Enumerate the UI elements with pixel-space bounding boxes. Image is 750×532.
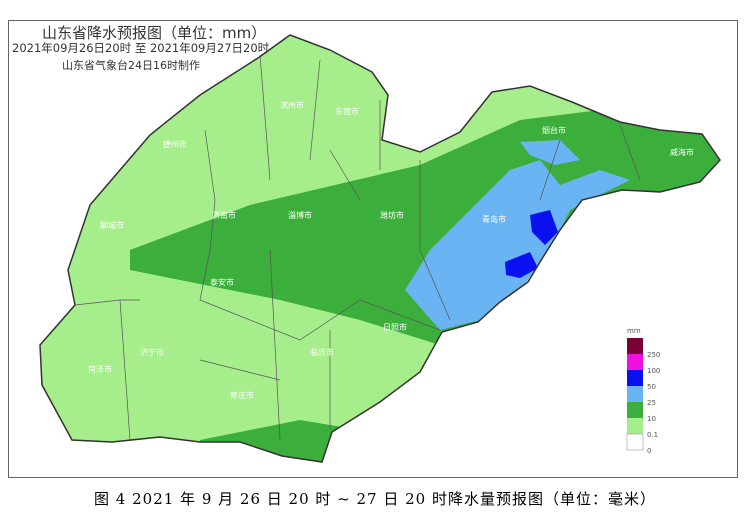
svg-text:青岛市: 青岛市 — [482, 214, 506, 224]
svg-text:泰安市: 泰安市 — [210, 277, 234, 287]
svg-text:日照市: 日照市 — [383, 322, 407, 332]
svg-text:烟台市: 烟台市 — [542, 125, 566, 135]
svg-text:淄博市: 淄博市 — [288, 210, 312, 220]
svg-text:菏泽市: 菏泽市 — [88, 364, 112, 374]
rain-10-25-south — [200, 420, 360, 462]
svg-text:10: 10 — [647, 415, 656, 423]
svg-text:枣庄市: 枣庄市 — [230, 390, 254, 400]
rain-25-50 — [405, 160, 630, 330]
figure-caption: 图 4 2021 年 9 月 26 日 20 时 ~ 27 日 20 时降水量预… — [94, 490, 656, 508]
svg-text:济宁市: 济宁市 — [140, 347, 164, 357]
svg-text:东营市: 东营市 — [335, 106, 359, 116]
svg-text:威海市: 威海市 — [670, 147, 694, 157]
svg-text:滨州市: 滨州市 — [280, 100, 304, 110]
city-labels: 滨州市 东营市 德州市 聊城市 济南市 淄博市 潍坊市 烟台市 威海市 青岛市 … — [88, 100, 694, 400]
district-borders — [74, 54, 641, 441]
svg-text:潍坊市: 潍坊市 — [380, 210, 404, 220]
svg-text:0: 0 — [647, 447, 651, 455]
precipitation-map: 滨州市 东营市 德州市 聊城市 济南市 淄博市 潍坊市 烟台市 威海市 青岛市 … — [39, 34, 721, 463]
rain-50-100-qingdao — [505, 252, 538, 278]
map-frame — [8, 20, 738, 478]
legend: mm 250 100 50 25 10 0.1 0 — [626, 327, 660, 455]
map-title: 山东省降水预报图（单位：mm） — [42, 24, 267, 42]
svg-text:25: 25 — [647, 399, 656, 407]
rain-10-25 — [130, 110, 720, 345]
svg-text:0.1: 0.1 — [647, 431, 658, 439]
forecast-period: 2021年09月26日20时 至 2021年09月27日20时 — [12, 41, 270, 55]
svg-text:100: 100 — [647, 367, 660, 375]
svg-text:mm: mm — [627, 327, 641, 335]
svg-text:济南市: 济南市 — [212, 210, 236, 220]
svg-text:临沂市: 临沂市 — [310, 347, 334, 357]
svg-text:250: 250 — [647, 351, 660, 359]
svg-text:德州市: 德州市 — [163, 139, 187, 149]
svg-text:50: 50 — [647, 383, 656, 391]
issuer: 山东省气象台24日16时制作 — [62, 59, 200, 72]
rain-25-50-north — [520, 140, 580, 165]
rain-50-100 — [530, 210, 558, 245]
svg-text:聊城市: 聊城市 — [100, 220, 124, 230]
